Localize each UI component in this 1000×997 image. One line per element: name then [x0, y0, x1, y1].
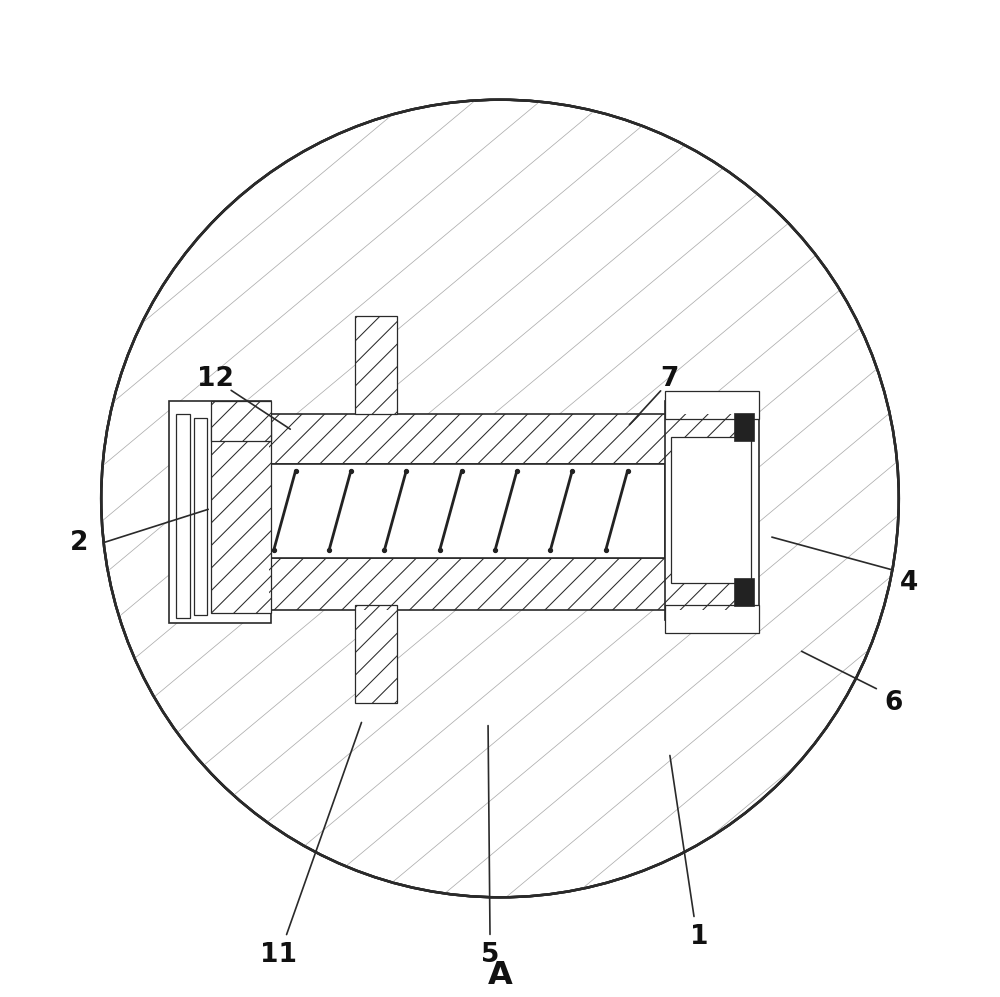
Bar [211, 419, 271, 613]
Bar [665, 401, 759, 620]
Text: 6: 6 [885, 690, 903, 716]
Bar [211, 401, 271, 441]
Text: 7: 7 [660, 366, 679, 392]
Bar [734, 413, 754, 441]
Bar [355, 605, 397, 703]
Bar [269, 414, 737, 464]
Circle shape [101, 100, 899, 897]
Bar [169, 401, 271, 623]
Bar [194, 418, 207, 615]
Bar [665, 391, 759, 419]
Text: 4: 4 [900, 570, 918, 596]
Text: 5: 5 [481, 942, 499, 968]
Bar [665, 605, 759, 633]
Text: 11: 11 [260, 942, 297, 968]
Text: 1: 1 [690, 924, 709, 950]
Bar [355, 316, 397, 414]
Bar [734, 578, 754, 606]
Bar [269, 464, 665, 558]
Text: 2: 2 [70, 530, 88, 556]
Bar [176, 414, 190, 618]
Text: 12: 12 [197, 366, 234, 392]
Text: A: A [488, 959, 512, 991]
Bar [671, 437, 751, 583]
Bar [269, 558, 737, 610]
